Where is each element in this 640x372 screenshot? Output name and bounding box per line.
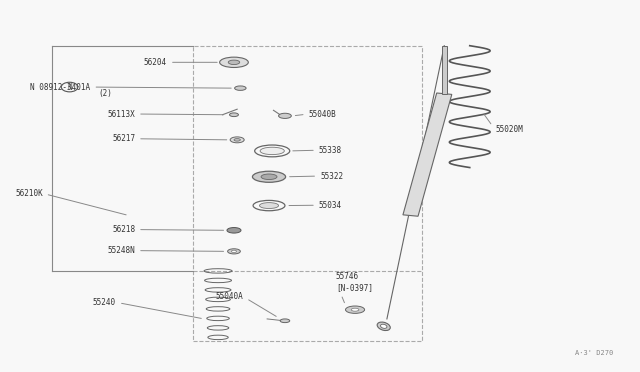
Ellipse shape <box>228 60 240 64</box>
Text: 56210K: 56210K <box>15 189 126 215</box>
Ellipse shape <box>280 319 290 323</box>
Text: 55040B: 55040B <box>295 109 336 119</box>
Ellipse shape <box>252 171 285 182</box>
Ellipse shape <box>346 306 365 313</box>
Text: 55338: 55338 <box>293 146 342 155</box>
Ellipse shape <box>377 322 390 331</box>
Text: N 08912-3401A: N 08912-3401A <box>31 83 231 92</box>
Text: 56218: 56218 <box>112 225 223 234</box>
Text: 55034: 55034 <box>289 201 342 210</box>
Text: 55020M: 55020M <box>484 115 523 134</box>
Ellipse shape <box>230 113 239 116</box>
Ellipse shape <box>227 228 241 233</box>
Text: 55322: 55322 <box>290 171 343 180</box>
Text: N: N <box>67 83 72 92</box>
Text: (2): (2) <box>99 89 112 98</box>
Ellipse shape <box>228 249 241 254</box>
Ellipse shape <box>234 138 241 141</box>
Ellipse shape <box>260 147 284 155</box>
Ellipse shape <box>351 308 359 311</box>
Ellipse shape <box>232 250 237 253</box>
Text: 55040A: 55040A <box>216 292 276 316</box>
Polygon shape <box>403 93 452 216</box>
Ellipse shape <box>259 203 278 209</box>
Ellipse shape <box>230 137 244 143</box>
Text: 56113X: 56113X <box>108 109 223 119</box>
Polygon shape <box>442 46 447 94</box>
Text: 56217: 56217 <box>112 134 227 143</box>
Text: 56204: 56204 <box>144 58 217 67</box>
Ellipse shape <box>381 324 387 328</box>
Text: 55746
[N-0397]: 55746 [N-0397] <box>336 272 373 303</box>
Ellipse shape <box>261 174 277 180</box>
Ellipse shape <box>235 86 246 90</box>
Text: A·3' D270: A·3' D270 <box>575 350 613 356</box>
Text: 55240: 55240 <box>93 298 202 318</box>
Text: 55248N: 55248N <box>108 246 223 255</box>
Ellipse shape <box>278 113 291 118</box>
Ellipse shape <box>220 57 248 67</box>
